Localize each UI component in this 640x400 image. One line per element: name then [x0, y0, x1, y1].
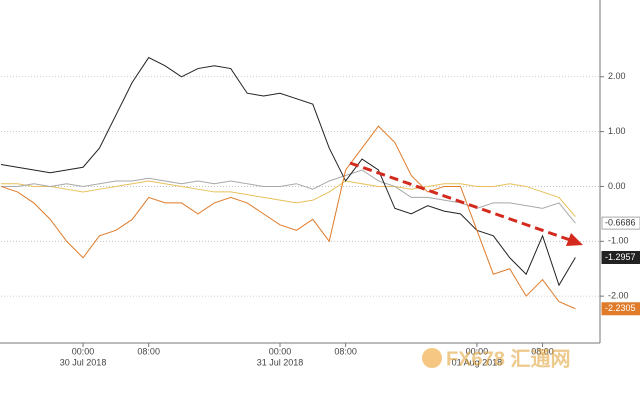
series-line [1, 169, 576, 224]
y-tick-label: -1.00 [608, 236, 629, 246]
lines [0, 56, 576, 310]
series-line [0, 125, 576, 310]
last-value-box [601, 251, 640, 265]
grid [1, 76, 604, 347]
y-tick-label: -2.00 [608, 291, 629, 301]
y-tick-label: 1.00 [608, 126, 626, 136]
y-tick-label: 0.00 [608, 181, 626, 191]
series-line [0, 56, 576, 287]
x-tick-label: 08:00 [334, 346, 357, 356]
x-tick-label: 00:00 [466, 346, 489, 356]
last-value-label: -0.6686 [605, 217, 636, 227]
date-label: 01 Aug 2018 [452, 357, 503, 367]
labels: 2.00 1.00 0.00 -1.00 -2.00 00:00 08:00 00:00 08:… [60, 71, 640, 367]
last-value-label: -2.2305 [605, 303, 636, 313]
x-tick-label: 00:00 [269, 346, 292, 356]
watermark-logo [422, 348, 442, 368]
series-line [1, 180, 576, 217]
watermark: FX678 汇通网 [446, 347, 570, 370]
y-tick-label: 2.00 [608, 71, 626, 81]
x-tick-label: 08:00 [531, 346, 554, 356]
last-value-box [601, 302, 640, 316]
last-value-box [601, 216, 640, 230]
last-value-label: -1.2957 [605, 252, 636, 262]
date-label: 31 Jul 2018 [257, 357, 304, 367]
x-tick-label: 08:00 [137, 346, 160, 356]
trend-arrow [349, 161, 571, 242]
date-label: 30 Jul 2018 [60, 357, 107, 367]
x-tick-label: 00:00 [72, 346, 95, 356]
arrow-head [566, 233, 583, 246]
